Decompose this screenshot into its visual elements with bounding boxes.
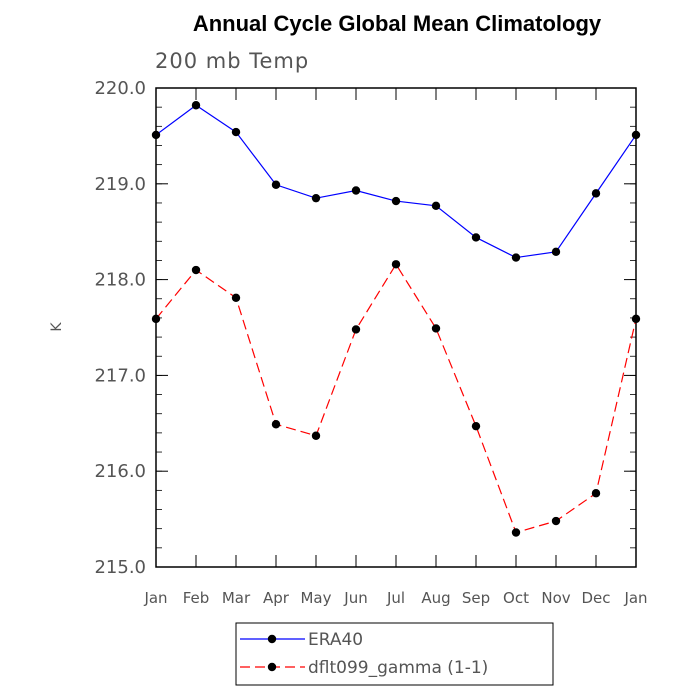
x-tick-label: Apr [263,589,290,607]
x-tick-label: Jul [386,589,405,607]
series-2-point [591,489,601,498]
x-tick-label: Aug [421,589,450,607]
series-1-point [511,253,521,262]
x-tick-label: Sep [462,589,490,607]
series-1-point [191,101,201,110]
series-1-point [151,130,161,140]
series-1-point [551,247,561,257]
y-axis-label: K [49,322,65,332]
series-2-point [231,293,241,303]
x-tick-label: Mar [222,589,251,607]
series-2-point [271,420,281,429]
series-1-point [231,127,241,137]
plot-frame [155,87,637,568]
series-1-point [431,201,441,211]
x-tick-label: Jan [623,589,647,607]
series-1-point [311,193,321,203]
legend-label-2: dflt099_gamma (1-1) [308,658,488,678]
series-1-point [471,233,481,242]
x-tick-label: Feb [183,589,210,607]
series-2-point [471,421,481,431]
series-2-point [191,265,201,275]
legend-box [235,622,554,686]
y-tick-label: 220.0 [94,78,146,99]
series-1-point [591,189,601,198]
legend: ERA40 dflt099_gamma (1-1) [235,622,554,686]
x-tick-label: Nov [541,589,570,607]
series-1-point [391,196,401,206]
series-1-point [351,186,361,195]
legend-marker-1 [267,634,277,644]
series-2-point [351,325,361,334]
series-2-point [391,260,401,269]
x-tick-label: May [300,589,331,607]
y-tick-label: 217.0 [94,365,146,386]
series-2-point [431,324,441,333]
y-tick-label: 216.0 [94,461,146,482]
y-tick-label: 218.0 [94,270,146,291]
series-2-point [631,314,641,324]
series-2-point [311,431,321,440]
x-tick-label: Dec [581,589,610,607]
series-1-point [631,130,641,140]
x-tick-label: Jan [143,589,167,607]
chart-subtitle: 200 mb Temp [155,49,309,73]
legend-marker-2 [267,662,277,672]
y-tick-label: 219.0 [94,174,146,195]
series-1-point [271,180,281,189]
series-2-point [551,516,561,526]
series-line-2 [155,263,637,534]
chart-title: Annual Cycle Global Mean Climatology [193,11,602,36]
y-tick-label: 215.0 [94,557,146,578]
x-tick-label: Jun [343,589,367,607]
x-tick-label: Oct [503,589,529,607]
legend-label-1: ERA40 [308,630,363,650]
series-2-point [151,314,161,324]
series-2-point [511,528,521,537]
series-line-1 [155,104,637,259]
